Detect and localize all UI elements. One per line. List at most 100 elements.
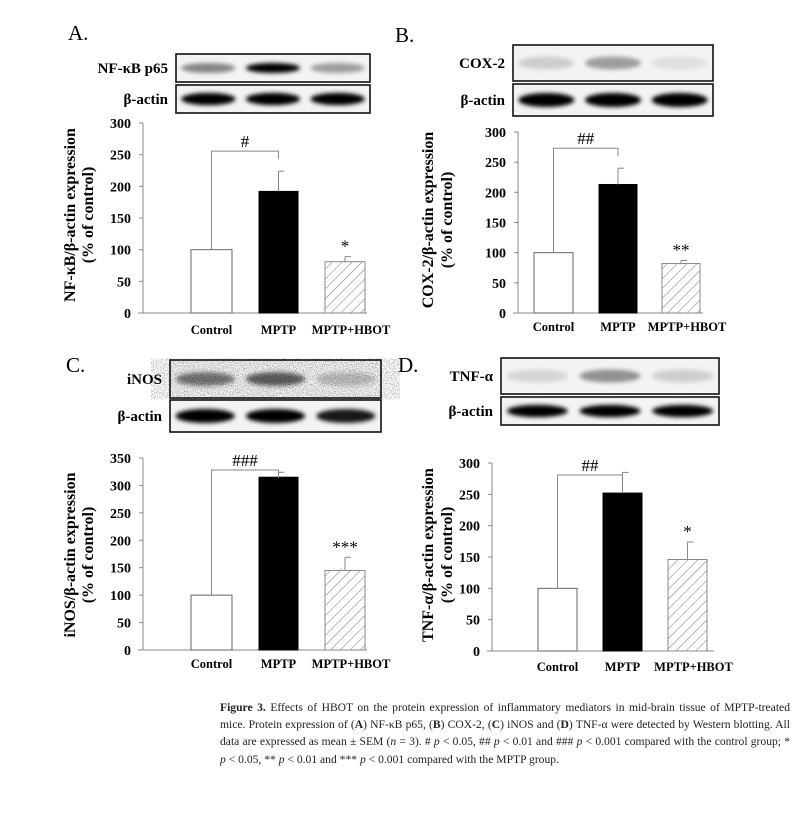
western-blot-actin: β-actin [123, 84, 371, 114]
y-tick-label: 300 [110, 479, 131, 494]
western-blot-target: COX-2 [459, 44, 714, 82]
blot-label: β-actin [460, 93, 505, 109]
bar-mptp-hbot [324, 261, 366, 314]
blot-band [652, 404, 714, 418]
bar-control [190, 249, 233, 314]
blot-band [579, 369, 641, 383]
caption-segment: p [278, 752, 285, 766]
caption-segment: p [359, 752, 366, 766]
y-tick-label: 0 [124, 644, 131, 659]
y-tick-label: 100 [110, 589, 131, 604]
panel-label: A. [68, 21, 88, 45]
blot-band [651, 92, 708, 108]
y-axis-label: NF-κB/β-actin expression [62, 128, 79, 302]
category-label: MPTP [261, 323, 297, 337]
blot-label: β-actin [123, 92, 168, 108]
blot-band [245, 408, 306, 424]
y-tick-label: 0 [124, 307, 131, 322]
caption-segment: C [491, 718, 501, 732]
blot-band [506, 404, 568, 418]
panel-d: D. TNF-α β-actin 0 50 100 150 200 250 300 TNF-α/β-… [398, 353, 733, 674]
bar-mptp [258, 476, 299, 651]
y-tick-label: 50 [466, 614, 480, 629]
y-tick-label: 150 [485, 217, 506, 232]
significance-bracket [211, 150, 279, 250]
caption-segment: p [576, 735, 583, 749]
bar-control [533, 252, 574, 314]
figure-panels: A. NF-κB p65 β-actin 0 50 100 150 200 250 300 NF-κ… [62, 21, 733, 674]
y-tick-label: 150 [110, 212, 131, 227]
bar-control [190, 594, 233, 651]
bracket-label: ## [582, 456, 600, 475]
caption-segment: ) COX-2, ( [440, 718, 492, 732]
y-axis-label: TNF-α/β-actin expression [420, 468, 437, 642]
caption-segment: ) TNF-α were detected by Western blottin… [220, 718, 790, 749]
blot-band [316, 372, 376, 386]
western-blot-actin: β-actin [448, 396, 720, 426]
blot-label: iNOS [127, 372, 162, 388]
bracket-label: ## [577, 129, 595, 148]
panel-b: B. COX-2 β-actin 0 50 100 150 200 250 300 COX-2/β-… [395, 23, 727, 334]
caption-segment: ) NF-κB p65, ( [363, 718, 433, 732]
caption-segment: p [493, 735, 500, 749]
significance-marker: ** [673, 241, 690, 260]
blot-band [579, 404, 641, 418]
significance-marker: *** [332, 537, 358, 556]
y-axis-label: (% of control) [439, 172, 456, 269]
y-axis-label: (% of control) [80, 167, 97, 264]
category-label: Control [191, 323, 233, 337]
significance-bracket [553, 147, 619, 253]
blot-label: β-actin [448, 404, 493, 420]
y-axis-label: (% of control) [439, 507, 456, 604]
caption-segment: < 0.001 compared with the MPTP group. [365, 752, 559, 766]
caption-segment: p [220, 752, 226, 766]
y-tick-label: 50 [492, 277, 506, 292]
figure-caption: Figure 3. Effects of HBOT on the protein… [220, 699, 790, 768]
caption-segment: < 0.01 and ### [499, 735, 577, 749]
bar-mptp-hbot [667, 559, 708, 652]
category-label: Control [537, 660, 579, 674]
y-tick-label: 150 [459, 551, 480, 566]
western-blot-target: NF-κB p65 [98, 53, 371, 83]
western-blot-actin: β-actin [460, 83, 714, 117]
y-tick-label: 50 [117, 275, 131, 290]
category-label: MPTP [261, 657, 297, 671]
caption-segment: = 3). # [396, 735, 434, 749]
panel-c: C. iNOS β-actin 0 50 100 150 200 250 300 350 iNOS/β… [62, 353, 391, 671]
blot-label: NF-κB p65 [98, 61, 168, 77]
caption-segment: < 0.05, ## [439, 735, 494, 749]
panel-label: C. [66, 353, 85, 377]
y-tick-label: 250 [485, 156, 506, 171]
bar-mptp [258, 190, 299, 314]
significance-marker: * [683, 522, 692, 541]
caption-segment: < 0.01 and *** [284, 752, 360, 766]
blot-band [652, 369, 714, 383]
y-tick-label: 300 [459, 457, 480, 472]
y-tick-label: 0 [499, 307, 506, 322]
blot-band [585, 56, 641, 70]
caption-segment: n [390, 735, 397, 749]
blot-band [316, 408, 376, 424]
y-tick-label: 250 [110, 149, 131, 164]
category-label: MPTP+HBOT [312, 323, 391, 337]
y-tick-label: 200 [110, 534, 131, 549]
y-tick-label: 0 [473, 645, 480, 660]
caption-segment: < 0.001 compared with the control group;… [582, 735, 791, 749]
blot-band [310, 62, 365, 74]
bar-control [537, 587, 578, 652]
bar-mptp-hbot [324, 569, 366, 651]
y-tick-label: 250 [459, 488, 480, 503]
y-tick-label: 200 [485, 186, 506, 201]
y-axis-label: iNOS/β-actin expression [62, 472, 79, 637]
caption-segment: B [432, 718, 441, 732]
blot-band [181, 92, 236, 106]
bracket-label: # [241, 132, 250, 151]
blot-band [506, 369, 568, 383]
y-tick-label: 200 [459, 520, 480, 535]
bar-mptp-hbot [661, 263, 701, 314]
significance-marker: * [341, 237, 350, 256]
western-blot-target: iNOS [127, 359, 382, 399]
panel-label: B. [395, 23, 414, 47]
significance-bracket [211, 469, 279, 596]
blot-band [245, 62, 301, 74]
